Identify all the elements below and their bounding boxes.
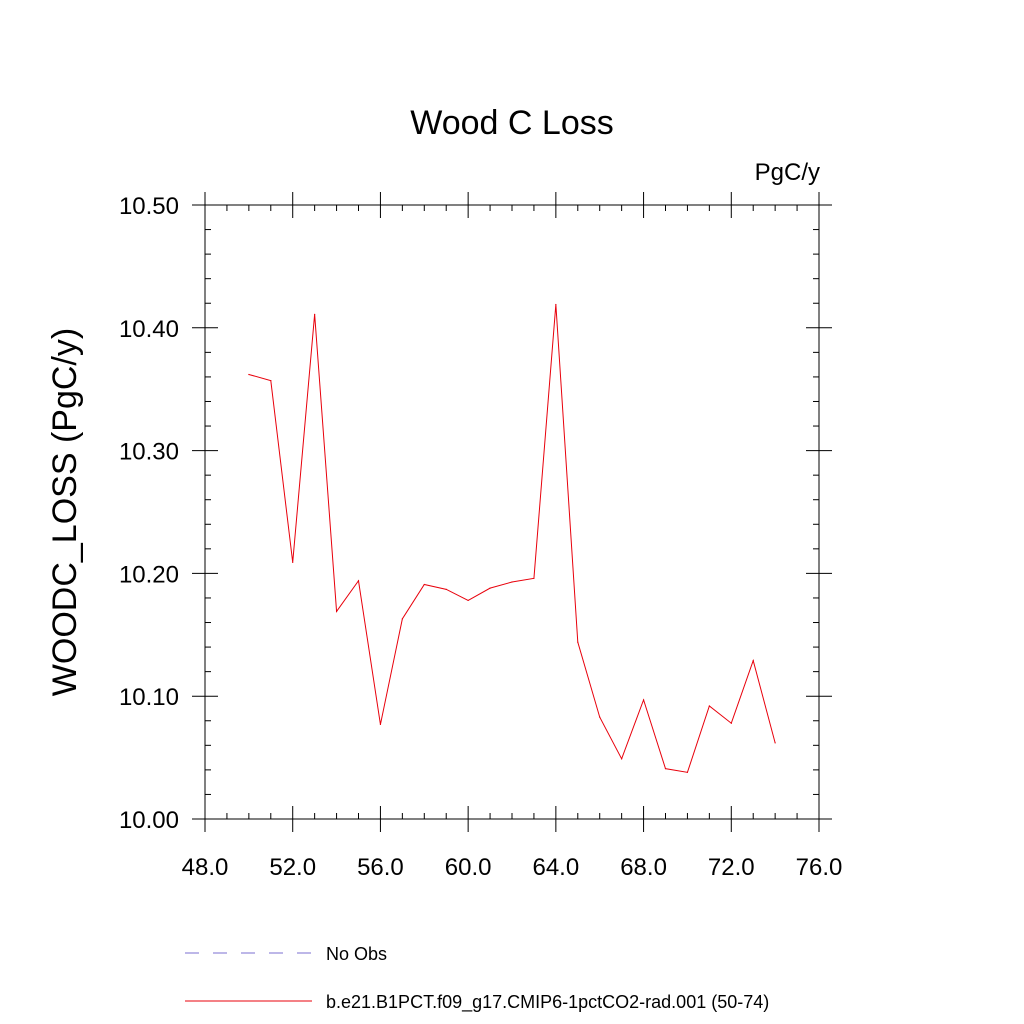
data-point (642, 699, 645, 701)
data-point (379, 723, 382, 726)
data-point (335, 610, 338, 613)
axis-ticks (192, 192, 832, 832)
data-point (708, 705, 710, 707)
data-point (357, 580, 360, 582)
data-point (292, 561, 294, 563)
chart-title: Wood C Loss (410, 104, 613, 142)
data-point (774, 742, 776, 744)
legend: No Obs b.e21.B1PCT.f09_g17.CMIP6-1pctCO2… (185, 944, 769, 1013)
y-tick-label-2: 10.20 (119, 561, 179, 588)
data-point (445, 588, 447, 590)
data-point (401, 618, 403, 620)
series-line-0 (248, 304, 776, 773)
x-tick-label-3: 60.0 (445, 854, 492, 881)
units-label: PgC/y (755, 159, 820, 186)
x-tick-labels: 48.0 52.0 56.0 60.0 64.0 68.0 72.0 76.0 (182, 854, 843, 881)
data-point (599, 716, 601, 718)
x-tick-label-2: 56.0 (357, 854, 404, 881)
legend-series-label: b.e21.B1PCT.f09_g17.CMIP6-1pctCO2-rad.00… (326, 992, 769, 1013)
x-tick-label-0: 48.0 (182, 854, 229, 881)
y-tick-label-5: 10.50 (119, 193, 179, 220)
data-point (664, 768, 667, 770)
data-point (752, 659, 754, 662)
y-tick-labels: 10.00 10.10 10.20 10.30 10.40 10.50 (119, 193, 179, 834)
y-tick-label-4: 10.40 (119, 316, 179, 343)
data-point (555, 303, 557, 306)
y-tick-label-3: 10.30 (119, 439, 179, 466)
y-tick-label-0: 10.00 (119, 807, 179, 834)
data-point (533, 577, 535, 579)
x-tick-label-7: 76.0 (796, 854, 843, 881)
data-point (423, 583, 425, 586)
data-point (489, 587, 491, 589)
data-point (270, 380, 272, 382)
x-tick-label-1: 52.0 (269, 854, 316, 881)
y-tick-label-1: 10.10 (119, 684, 179, 711)
data-point (511, 581, 513, 583)
series-layer (248, 303, 776, 773)
data-point (686, 771, 689, 773)
data-point (621, 758, 623, 760)
x-tick-label-4: 64.0 (532, 854, 579, 881)
data-point (248, 373, 250, 376)
x-tick-label-6: 72.0 (708, 854, 755, 881)
data-point (577, 641, 579, 643)
data-point (314, 313, 316, 315)
data-point (467, 599, 469, 602)
legend-no-obs-label: No Obs (326, 944, 387, 964)
x-tick-label-5: 68.0 (620, 854, 667, 881)
data-point (730, 722, 732, 724)
y-axis-label: WOODC_LOSS (PgC/y) (46, 328, 84, 696)
